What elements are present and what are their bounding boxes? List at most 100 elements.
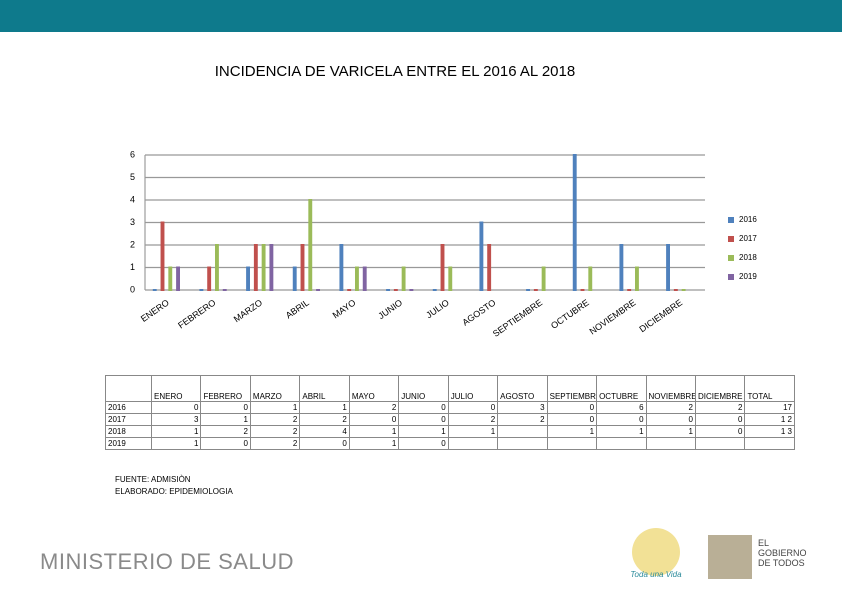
- bar: [176, 266, 180, 291]
- table-row: ENERO FEBRERO MARZO ABRIL MAYO JUNIO JULIO AGOS…: [105, 375, 795, 402]
- bar: [339, 244, 344, 291]
- table-cell: NOVIEMBRE: [645, 375, 696, 402]
- bar: [487, 244, 492, 291]
- x-tick-label: AGOSTO: [460, 297, 497, 327]
- table-cell: 1: [546, 425, 598, 438]
- x-tick-label: SEPTIEMBRE: [491, 297, 544, 338]
- coat-of-arms: [708, 535, 752, 579]
- bar: [362, 266, 367, 291]
- author: ELABORADO: EPIDEMIOLOGIA: [115, 487, 233, 496]
- legend-swatch: [728, 236, 734, 242]
- bar: [316, 289, 320, 291]
- table-cell: 1: [596, 425, 647, 438]
- bar: [168, 266, 173, 291]
- table-cell: 1 3: [744, 425, 795, 438]
- table-cell: 2018: [105, 425, 152, 438]
- table-cell: 2: [447, 413, 499, 426]
- table-cell: [497, 437, 548, 450]
- bar: [261, 244, 266, 291]
- y-tick-label: 0: [130, 284, 135, 294]
- bar: [572, 154, 577, 291]
- bar: [533, 289, 538, 291]
- source: FUENTE: ADMISIÒN: [115, 475, 191, 484]
- bar: [347, 289, 352, 291]
- table-cell: MAYO: [348, 375, 400, 402]
- y-tick-label: 4: [130, 194, 135, 204]
- legend-label: 2019: [739, 272, 757, 281]
- table-row: 2018 1 2 2 4 1 1 1 1 1 1 0 1 3: [105, 425, 795, 438]
- table-cell: 0: [398, 413, 449, 426]
- x-tick-label: OCTUBRE: [549, 297, 591, 330]
- table-cell: 1: [200, 413, 251, 426]
- table-cell: MARZO: [249, 375, 301, 402]
- table-cell: JUNIO: [398, 375, 449, 402]
- bar: [269, 244, 274, 291]
- table-row: 2019 1 0 2 0 1 0: [105, 437, 795, 450]
- logo-text: Toda una Vida: [630, 570, 682, 579]
- table-cell: ABRIL: [299, 375, 350, 402]
- bar: [409, 289, 414, 291]
- table-cell: 1: [645, 425, 696, 438]
- legend-swatch: [728, 217, 734, 223]
- table-cell: 0: [694, 413, 746, 426]
- legend-label: 2017: [739, 234, 757, 243]
- ministry: MINISTERIO DE SALUD: [40, 549, 294, 574]
- bar: [215, 244, 219, 291]
- table-cell: 4: [299, 425, 350, 438]
- bar: [440, 244, 445, 291]
- y-tick-label: 6: [130, 149, 135, 159]
- bar: [619, 244, 624, 291]
- table-cell: 1: [150, 437, 202, 450]
- table-cell: 1: [299, 401, 350, 414]
- table-cell: DICIEMBRE: [694, 375, 746, 402]
- bar: [526, 289, 530, 291]
- chart-title: INCIDENCIA DE VARICELA ENTRE EL 2016 AL …: [215, 63, 575, 80]
- table-cell: [694, 437, 746, 450]
- table-cell: 0: [200, 401, 251, 414]
- x-tick-label: NOVIEMBRE: [588, 297, 638, 336]
- header-bar: [0, 0, 842, 32]
- y-tick-label: 5: [130, 172, 135, 182]
- x-tick-label: ABRIL: [284, 297, 311, 320]
- bar: [666, 244, 670, 291]
- bar: [152, 289, 157, 291]
- table-cell: 1: [348, 425, 400, 438]
- table-cell: 2: [348, 401, 400, 414]
- gov-text: EL GOBIERNO DE TODOS: [758, 538, 807, 568]
- table-cell: 0: [299, 437, 350, 450]
- table-cell: 0: [398, 437, 449, 450]
- table-cell: 0: [546, 413, 598, 426]
- y-tick-label: 2: [130, 239, 135, 249]
- table-cell: 3: [150, 413, 202, 426]
- table-cell: 0: [447, 401, 499, 414]
- table-cell: 2: [249, 425, 301, 438]
- table-cell: 2: [249, 437, 301, 450]
- table-cell: TOTAL: [744, 375, 795, 402]
- bar: [448, 266, 453, 291]
- table-cell: 2: [694, 401, 746, 414]
- bar: [681, 289, 686, 291]
- bar: [253, 244, 258, 291]
- table-cell: 1: [249, 401, 301, 414]
- bar: [673, 289, 678, 291]
- bar: [355, 266, 359, 291]
- table-cell: 2: [497, 413, 548, 426]
- bar: [393, 289, 398, 291]
- x-tick-label: FEBRERO: [176, 297, 217, 330]
- x-tick-label: JULIO: [424, 297, 451, 320]
- table-cell: 1: [398, 425, 449, 438]
- table-cell: [744, 437, 795, 450]
- bar: [207, 266, 212, 291]
- table-cell: [596, 437, 647, 450]
- bar: [308, 199, 313, 291]
- table-cell: 0: [398, 401, 449, 414]
- bar: [432, 289, 437, 291]
- data-table: ENERO FEBRERO MARZO ABRIL MAYO JUNIO JULIO AGOS…: [105, 375, 795, 450]
- bar: [588, 266, 593, 291]
- table-cell: 3: [497, 401, 548, 414]
- y-tick-label: 1: [130, 262, 135, 272]
- legend-swatch: [728, 255, 734, 261]
- table-cell: AGOSTO: [497, 375, 548, 402]
